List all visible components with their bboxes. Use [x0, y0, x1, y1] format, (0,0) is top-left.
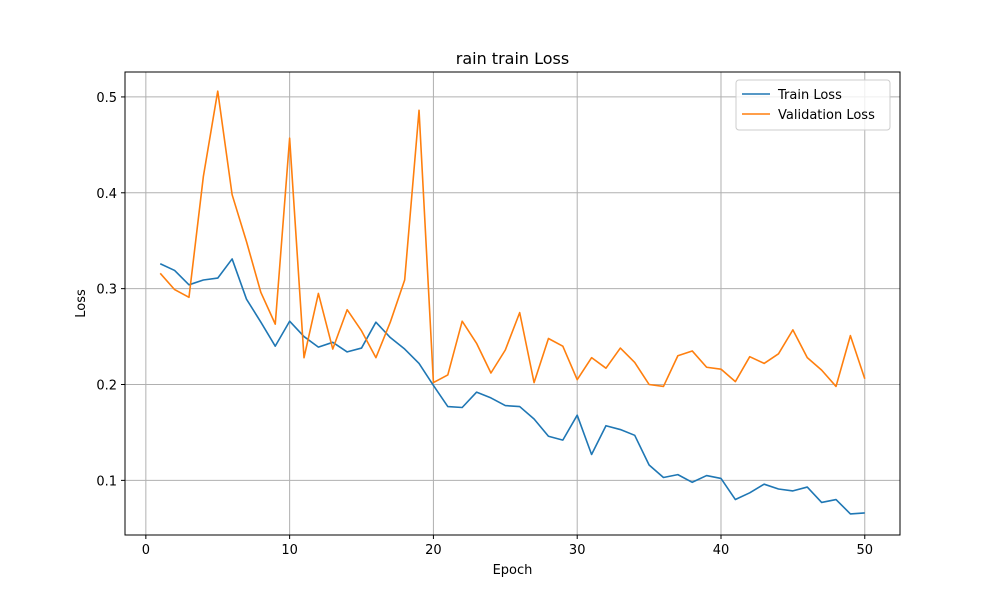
y-tick-label: 0.2: [96, 379, 117, 394]
x-tick-label: 20: [425, 543, 442, 558]
x-tick-label: 10: [281, 543, 298, 558]
legend-entry-label: Validation Loss: [778, 108, 875, 123]
series-line-train-loss: [159, 258, 865, 515]
series-line-validation-loss: [159, 90, 866, 388]
y-tick-label: 0.4: [96, 187, 117, 202]
y-tick-label: 0.5: [96, 91, 117, 106]
legend-box: [735, 79, 891, 131]
y-axis-label: Loss: [74, 289, 89, 318]
x-tick-label: 30: [569, 543, 586, 558]
series-lines: [159, 90, 866, 515]
legend-entry-label: Train Loss: [777, 88, 842, 103]
legend: Train Loss Validation Loss: [735, 79, 891, 131]
chart-title: rain train Loss: [456, 49, 569, 68]
x-tick-label: 40: [713, 543, 730, 558]
plot-frame: [124, 71, 901, 536]
x-tick-label: 0: [142, 543, 150, 558]
axis-ticks: 0 10 20 30 40 50 0.1 0.2 0.3 0.4 0.5: [96, 91, 873, 558]
x-axis-label: Epoch: [493, 563, 533, 578]
y-tick-label: 0.3: [96, 283, 117, 298]
y-tick-label: 0.1: [96, 474, 117, 489]
x-tick-label: 50: [856, 543, 873, 558]
